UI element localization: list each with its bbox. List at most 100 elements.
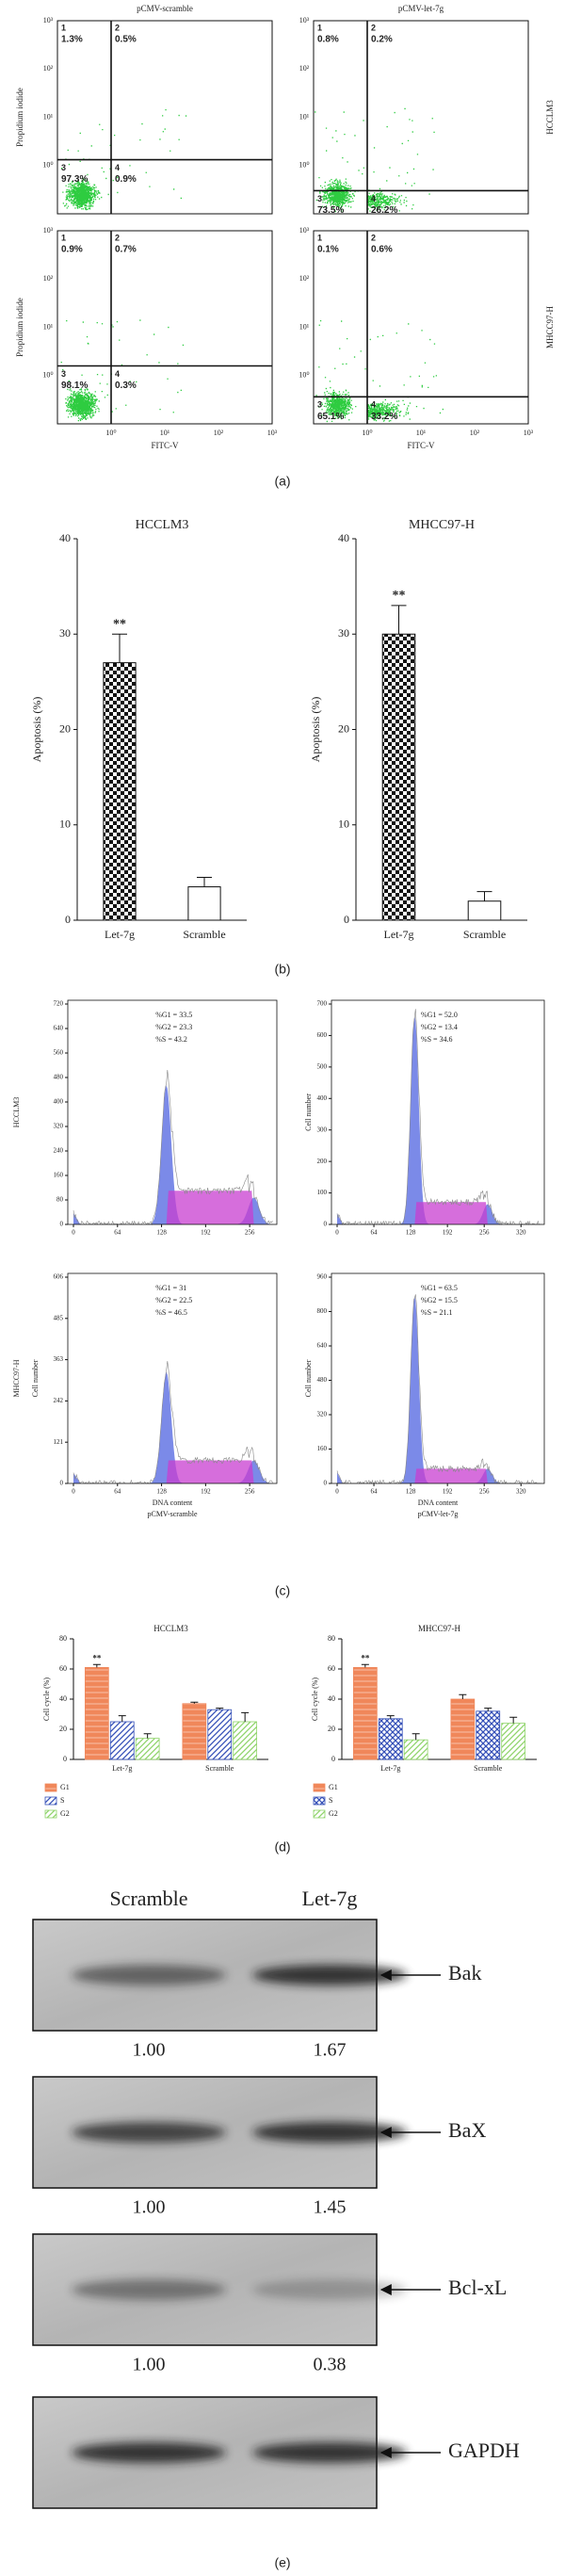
- row-label: MHCC97-H: [12, 1359, 21, 1397]
- x-tick-label: 192: [443, 1488, 453, 1496]
- y-tick-label: 480: [54, 1074, 64, 1081]
- y-tick-label: 606: [54, 1273, 64, 1281]
- x-tick-label: 10²: [470, 429, 480, 437]
- x-tick-label: 64: [114, 1229, 121, 1237]
- plot-frame: [331, 1272, 545, 1484]
- bar: [182, 1703, 207, 1760]
- significance-mark: **: [113, 617, 126, 631]
- panel-label: (e): [274, 2555, 290, 2570]
- g1-g2-fit: [337, 1296, 541, 1483]
- quadrant-id: 2: [115, 233, 120, 242]
- quadrant-percent: 98.1%: [61, 381, 88, 391]
- y-tick-label: 10: [338, 818, 349, 831]
- x-tick-label: Let-7g: [380, 1764, 400, 1773]
- error-bar: [92, 1663, 101, 1668]
- panel-label: (a): [274, 474, 290, 489]
- error-bar: [118, 1715, 126, 1722]
- legend-swatch: [44, 1783, 57, 1792]
- bar: [84, 1667, 109, 1760]
- y-tick-label: 100: [317, 1189, 328, 1196]
- quadrant-percent: 26.2%: [371, 205, 397, 216]
- x-tick-label: 10³: [524, 429, 534, 437]
- x-tick-label: 192: [201, 1488, 211, 1496]
- quadrant-id: 2: [115, 23, 120, 32]
- band-ratio: 0.38: [314, 2355, 347, 2375]
- axis-label: Cell number: [304, 1094, 313, 1131]
- y-tick-label: 30: [59, 626, 71, 640]
- y-tick-label: 560: [54, 1049, 64, 1057]
- quadrant-percent: 97.3%: [61, 174, 88, 185]
- legend-swatch: [44, 1796, 57, 1806]
- x-tick-label: 320: [516, 1488, 526, 1496]
- y-tick-label: 485: [54, 1314, 64, 1321]
- quadrant-id: 3: [317, 400, 322, 410]
- raw-histogram: [336, 1009, 541, 1226]
- y-tick-label: 40: [338, 531, 349, 544]
- y-tick-label: 10: [59, 818, 71, 831]
- significance-mark: **: [92, 1653, 102, 1662]
- x-tick-label: 128: [156, 1229, 167, 1237]
- x-tick-label: 320: [516, 1229, 526, 1237]
- x-tick-label: 128: [406, 1488, 416, 1496]
- quadrant-id: 1: [61, 233, 66, 242]
- x-tick-label: 256: [479, 1229, 490, 1237]
- x-tick-label: Scramble: [183, 928, 225, 941]
- y-tick-label: 20: [59, 721, 71, 735]
- chart-title: HCCLM3: [153, 1624, 188, 1633]
- x-tick-label: 256: [245, 1488, 255, 1496]
- bar: [207, 1709, 233, 1760]
- quadrant-id: 3: [61, 369, 66, 379]
- x-tick-label: 10¹: [416, 429, 427, 437]
- protein-label: Bak: [448, 1961, 481, 1985]
- quadrant-id: 4: [371, 400, 376, 410]
- y-axis-label: Cell cycle (%): [42, 1677, 51, 1722]
- raw-histogram: [336, 1294, 541, 1484]
- band-ratio: 1.67: [314, 2040, 347, 2061]
- y-tick-label: 720: [54, 1000, 64, 1008]
- x-tick-label: Let-7g: [112, 1764, 132, 1773]
- cell-cycle-stat: %S = 43.2: [155, 1035, 187, 1044]
- band: [72, 2122, 226, 2143]
- s-phase-fit: [414, 1202, 488, 1224]
- y-tick-label: 20: [328, 1725, 335, 1733]
- y-tick-label: 10²: [43, 64, 54, 73]
- row-label: HCCLM3: [12, 1097, 21, 1127]
- chart-title: MHCC97-H: [409, 518, 475, 532]
- legend-swatch: [313, 1796, 326, 1806]
- x-tick-label: 256: [479, 1488, 490, 1496]
- scatter-cloud: [315, 107, 435, 213]
- raw-histogram: [73, 1361, 273, 1484]
- y-tick-label: 640: [54, 1025, 64, 1032]
- column-label: pCMV-scramble: [147, 1510, 197, 1518]
- y-tick-label: 400: [54, 1098, 64, 1106]
- x-tick-label: 64: [371, 1488, 379, 1496]
- y-tick-label: 10¹: [299, 322, 310, 331]
- x-tick-label: 256: [245, 1229, 255, 1237]
- y-tick-label: 10³: [299, 16, 310, 24]
- y-tick-label: 363: [54, 1355, 64, 1363]
- bar: [450, 1698, 476, 1760]
- y-tick-label: 0: [324, 1480, 328, 1487]
- y-tick-label: 20: [59, 1725, 67, 1733]
- axis-label: Propidium iodide: [15, 88, 24, 147]
- band: [252, 2122, 407, 2143]
- error-bar: [190, 1701, 199, 1704]
- scatter-cloud: [60, 319, 185, 422]
- legend-label: G1: [329, 1783, 338, 1791]
- significance-mark: **: [393, 589, 406, 603]
- protein-label: Bcl-xL: [448, 2276, 507, 2299]
- axis-label: Propidium iodide: [15, 298, 24, 357]
- y-tick-label: 40: [59, 531, 71, 544]
- y-tick-label: 121: [54, 1438, 64, 1446]
- band: [72, 2279, 226, 2300]
- quadrant-id: 3: [61, 163, 66, 172]
- y-tick-label: 10⁰: [299, 161, 309, 170]
- y-axis-label: Apoptosis (%): [30, 697, 43, 763]
- y-tick-label: 160: [54, 1172, 64, 1179]
- error-bar: [476, 891, 492, 901]
- plot-frame: [67, 999, 278, 1225]
- bar: [501, 1723, 526, 1760]
- y-tick-label: 0: [63, 1755, 67, 1763]
- x-tick-label: Let-7g: [384, 928, 414, 941]
